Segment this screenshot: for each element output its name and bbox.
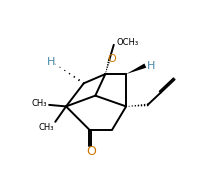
Text: O: O <box>86 145 96 158</box>
Text: CH₃: CH₃ <box>31 99 47 108</box>
Text: CH₃: CH₃ <box>38 123 54 132</box>
Text: H: H <box>146 61 155 71</box>
Text: O: O <box>107 54 116 64</box>
Text: H: H <box>47 57 55 67</box>
Polygon shape <box>126 64 146 74</box>
Text: OCH₃: OCH₃ <box>117 38 139 47</box>
